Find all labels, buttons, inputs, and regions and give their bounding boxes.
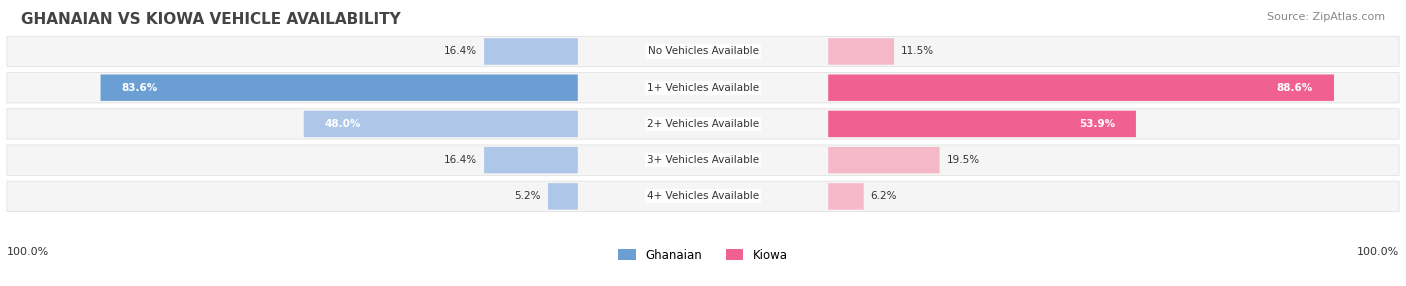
Text: 48.0%: 48.0%: [325, 119, 361, 129]
FancyBboxPatch shape: [484, 38, 578, 65]
Text: 4+ Vehicles Available: 4+ Vehicles Available: [647, 191, 759, 201]
FancyBboxPatch shape: [7, 72, 1399, 103]
FancyBboxPatch shape: [7, 145, 1399, 175]
FancyBboxPatch shape: [828, 74, 1334, 101]
Text: 1+ Vehicles Available: 1+ Vehicles Available: [647, 83, 759, 93]
Text: Source: ZipAtlas.com: Source: ZipAtlas.com: [1267, 12, 1385, 22]
Text: 11.5%: 11.5%: [901, 47, 934, 56]
Text: 16.4%: 16.4%: [444, 47, 477, 56]
Text: 3+ Vehicles Available: 3+ Vehicles Available: [647, 155, 759, 165]
FancyBboxPatch shape: [7, 181, 1399, 212]
Text: 88.6%: 88.6%: [1277, 83, 1313, 93]
FancyBboxPatch shape: [828, 111, 1136, 137]
Text: 100.0%: 100.0%: [1357, 247, 1399, 257]
Text: 2+ Vehicles Available: 2+ Vehicles Available: [647, 119, 759, 129]
Text: 19.5%: 19.5%: [946, 155, 980, 165]
Text: 6.2%: 6.2%: [870, 191, 897, 201]
FancyBboxPatch shape: [828, 147, 939, 173]
Text: 83.6%: 83.6%: [121, 83, 157, 93]
Text: 16.4%: 16.4%: [444, 155, 477, 165]
FancyBboxPatch shape: [7, 36, 1399, 67]
Text: 53.9%: 53.9%: [1078, 119, 1115, 129]
Text: No Vehicles Available: No Vehicles Available: [648, 47, 758, 56]
FancyBboxPatch shape: [101, 74, 578, 101]
FancyBboxPatch shape: [484, 147, 578, 173]
Legend: Ghanaian, Kiowa: Ghanaian, Kiowa: [613, 244, 793, 267]
Text: 100.0%: 100.0%: [7, 247, 49, 257]
FancyBboxPatch shape: [7, 109, 1399, 139]
FancyBboxPatch shape: [828, 183, 863, 210]
FancyBboxPatch shape: [548, 183, 578, 210]
Text: 5.2%: 5.2%: [515, 191, 541, 201]
FancyBboxPatch shape: [828, 38, 894, 65]
FancyBboxPatch shape: [304, 111, 578, 137]
Text: GHANAIAN VS KIOWA VEHICLE AVAILABILITY: GHANAIAN VS KIOWA VEHICLE AVAILABILITY: [21, 12, 401, 27]
